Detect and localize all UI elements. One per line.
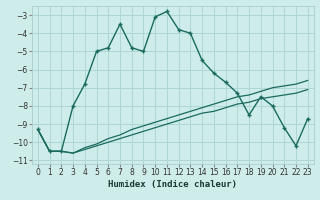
X-axis label: Humidex (Indice chaleur): Humidex (Indice chaleur): [108, 180, 237, 189]
